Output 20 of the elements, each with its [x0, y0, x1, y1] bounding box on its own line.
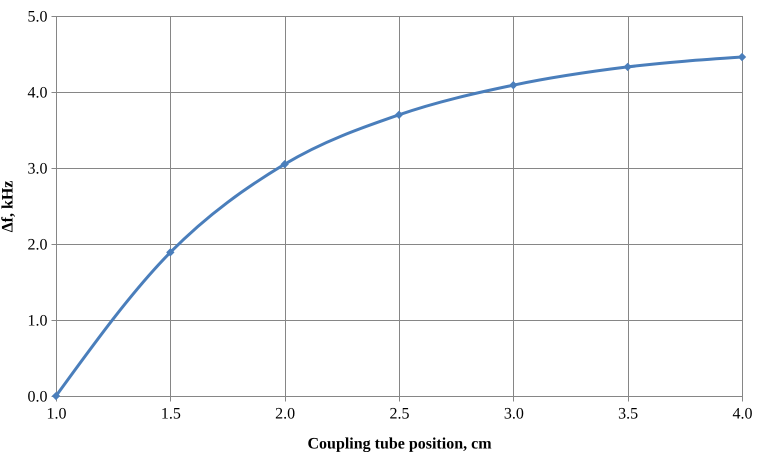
x-tick-label: 2.0 — [275, 406, 296, 422]
x-axis-title: Coupling tube position, cm — [307, 436, 492, 452]
x-tick-label: 3.5 — [618, 406, 638, 422]
x-tick-label: 2.5 — [390, 406, 410, 422]
y-axis-title: Δf, kHz — [0, 180, 16, 232]
y-tick-label: 0.0 — [28, 388, 48, 406]
point — [394, 110, 404, 119]
point — [509, 80, 518, 90]
x-tick-label: 3.0 — [504, 406, 524, 422]
y-tick-label: 1.0 — [28, 312, 48, 330]
x-tick-label: 4.0 — [732, 406, 752, 422]
x-tick-label: 1.0 — [46, 406, 66, 422]
x-tick-label: 1.5 — [160, 406, 181, 422]
point — [166, 248, 175, 257]
y-tick-label: 3.0 — [28, 160, 48, 178]
y-tick-label: 5.0 — [28, 8, 48, 26]
point — [280, 160, 289, 168]
y-tick-label: 2.0 — [28, 236, 48, 254]
point — [52, 392, 60, 400]
y-tick-label: 4.0 — [28, 84, 48, 102]
